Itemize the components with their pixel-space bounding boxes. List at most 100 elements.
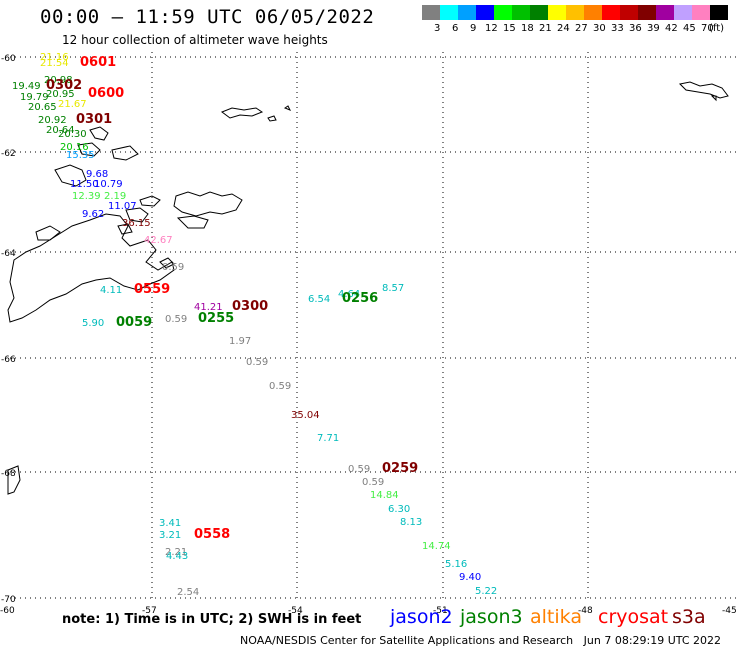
- wave-height-label: 5.90: [82, 318, 104, 329]
- wave-height-label: 0.59: [246, 357, 268, 368]
- colorbar-swatch: [530, 5, 548, 20]
- pass-time-label: 0559: [134, 282, 170, 297]
- wave-height-label: 3.41: [159, 518, 181, 529]
- wave-height-label: 20.98: [44, 75, 73, 86]
- wave-height-label: 2.21: [165, 547, 187, 558]
- wave-height-label: 19.49: [12, 81, 41, 92]
- wave-height-label: 12.39: [72, 191, 101, 202]
- wave-height-label: 4.43: [166, 551, 188, 562]
- pass-time-label: 0059: [116, 315, 152, 330]
- wave-height-label: 8.13: [400, 517, 422, 528]
- satellite-s3a-label: s3a: [672, 606, 706, 628]
- wave-height-label: 9.62: [82, 209, 104, 220]
- colorbar-swatch: [602, 5, 620, 20]
- wave-height-label: 20.65: [28, 102, 57, 113]
- wave-height-label: 5.22: [475, 586, 497, 597]
- longitude-label: -60: [0, 606, 15, 616]
- latitude-label: -62: [1, 149, 16, 159]
- pass-time-label: 0558: [194, 527, 230, 542]
- pass-time-label: 0301: [76, 112, 112, 127]
- wave-height-label: 10.79: [94, 179, 123, 190]
- colorbar-tick-label: 27: [575, 23, 588, 34]
- colorbar-swatch: [674, 5, 692, 20]
- pass-time-label: 0601: [80, 55, 116, 70]
- wave-height-label: 6.30: [388, 504, 410, 515]
- colorbar-tick-label: 42: [665, 23, 678, 34]
- colorbar-swatch: [620, 5, 638, 20]
- coastlines: [7, 81, 729, 495]
- colorbar-swatch: [458, 5, 476, 20]
- wave-height-label: 21.67: [58, 99, 87, 110]
- colorbar-tick-label: 18: [521, 23, 534, 34]
- colorbar-tick-label: 33: [611, 23, 624, 34]
- pass-time-label: 0600: [88, 86, 124, 101]
- pass-time-label: 0256: [342, 291, 378, 306]
- wave-height-label: 4.11: [100, 285, 122, 296]
- wave-height-label: 20.30: [58, 129, 87, 140]
- wave-height-label: 2.54: [177, 587, 199, 598]
- latitude-label: -70: [1, 595, 16, 605]
- credit-text: NOAA/NESDIS Center for Satellite Applica…: [240, 634, 574, 647]
- colorbar-swatch: [710, 5, 728, 20]
- wave-height-label: 36.15: [122, 218, 151, 229]
- colorbar-tick-label: 9: [470, 23, 477, 34]
- latitude-label: -60: [1, 54, 16, 64]
- map-subtitle: 12 hour collection of altimeter wave hei…: [62, 33, 328, 47]
- colorbar-tick-label: 45: [683, 23, 696, 34]
- longitude-label: -48: [578, 606, 593, 616]
- wave-height-label: 11.07: [108, 201, 137, 212]
- wave-height-label: 9.68: [86, 169, 108, 180]
- colorbar-tick-label: 36: [629, 23, 642, 34]
- wave-height-label: 0.59: [162, 262, 184, 273]
- graticule: -60-62-64-66-68-70-60 -57 -54 -51 -48 -45: [0, 52, 740, 616]
- colorbar-swatch: [566, 5, 584, 20]
- wave-height-label: 1.97: [229, 336, 251, 347]
- wave-height-label: 3.21: [159, 530, 181, 541]
- wave-height-label: 14.84: [370, 490, 399, 501]
- wave-height-label: 20.95: [46, 89, 75, 100]
- longitude-label: -45: [722, 606, 737, 616]
- wave-height-label: 6.54: [308, 294, 330, 305]
- colorbar-tick-label: 39: [647, 23, 660, 34]
- colorbar-swatch: [494, 5, 512, 20]
- wave-height-label: 21.16: [40, 52, 69, 63]
- colorbar-swatch: [476, 5, 494, 20]
- wave-height-label: 0.59: [348, 464, 370, 475]
- wave-height-label: 4.64: [338, 289, 360, 300]
- colorbar-swatch: [548, 5, 566, 20]
- colorbar-swatch: [692, 5, 710, 20]
- wave-height-label: 8.57: [382, 283, 404, 294]
- colorbar-tick-label: 30: [593, 23, 606, 34]
- latitude-label: -66: [1, 355, 16, 365]
- wave-height-label: 41.21: [194, 302, 223, 313]
- colorbar-tick-label: 70: [701, 23, 714, 34]
- satellite-cryosat-label: cryosat: [598, 606, 669, 628]
- satellite-jason2-label: jason2: [390, 606, 453, 628]
- colorbar-swatch: [584, 5, 602, 20]
- longitude-label: -51: [433, 606, 448, 616]
- wave-height-label: 20.92: [38, 115, 67, 126]
- latitude-label: -64: [1, 249, 16, 259]
- colorbar-tick-label: 3: [434, 23, 441, 34]
- map-title: 00:00 – 11:59 UTC 06/05/2022: [40, 6, 375, 28]
- wave-height-label: 0.59: [362, 477, 384, 488]
- satellite-jason3-label: jason3: [460, 606, 523, 628]
- colorbar-tick-label: 24: [557, 23, 570, 34]
- pass-time-label: 0300: [232, 299, 268, 314]
- wave-height-label: 20.64: [46, 125, 75, 136]
- colorbar-swatch: [638, 5, 656, 20]
- wave-height-label: 14.74: [422, 541, 451, 552]
- colorbar-tick-label: 6: [452, 23, 459, 34]
- wave-height-label: 15.35: [66, 150, 95, 161]
- wave-height-label: 19.79: [20, 92, 49, 103]
- pass-time-label: 0259: [382, 461, 418, 476]
- longitude-label: -54: [288, 606, 303, 616]
- colorbar-swatch: [656, 5, 674, 20]
- wave-height-label: 21.54: [40, 58, 69, 69]
- colorbar-tick-label: 21: [539, 23, 552, 34]
- wave-height-label: 2.19: [104, 191, 126, 202]
- colorbar-tick-label: 12: [485, 23, 498, 34]
